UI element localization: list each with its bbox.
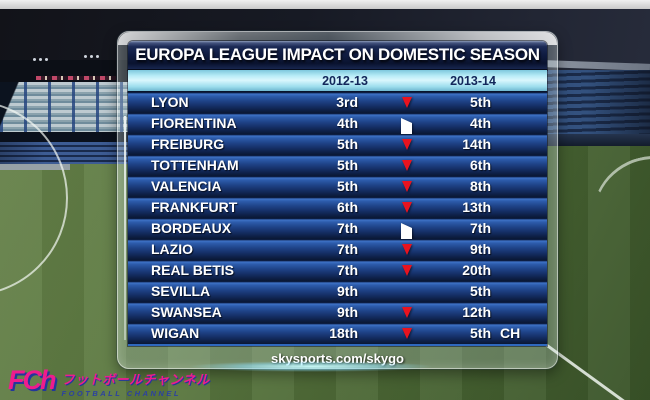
pos-note: CH (500, 325, 521, 341)
pos-2013-14: 6th (470, 157, 491, 173)
floodlight-dots (33, 58, 36, 61)
trend-down-icon (402, 265, 412, 297)
pos-2012-13: 4th (337, 115, 358, 131)
table-row: REAL BETIS 7th 20th (128, 260, 547, 281)
league-impact-table: EUROPA LEAGUE IMPACT ON DOMESTIC SEASON … (128, 41, 547, 372)
table-body: LYON 3rd 5th FIORENTINA 4th 4th FREIBURG… (128, 92, 547, 346)
table-row: VALENCIA 5th 8th (128, 176, 547, 197)
team-name: REAL BETIS (151, 262, 234, 278)
pos-2013-14: 7th (470, 220, 491, 236)
pos-2012-13: 9th (337, 283, 358, 299)
season-column-2012-13: 2012-13 (322, 74, 368, 88)
table-row: WIGAN 18th 5th CH (128, 323, 547, 344)
trend-down-icon (402, 328, 412, 360)
trend-down-icon (402, 307, 412, 339)
letterbox-strip (0, 0, 650, 9)
stadium-stand-right (544, 56, 650, 146)
table-row: SWANSEA 9th 12th (128, 302, 547, 323)
pos-2013-14: 8th (470, 178, 491, 194)
watermark-texts: フットボールチャンネル FOOTBALL CHANNEL (61, 365, 209, 398)
team-name: VALENCIA (151, 178, 222, 194)
team-name: SWANSEA (151, 304, 222, 320)
stand-seats (545, 70, 650, 134)
pos-2012-13: 5th (337, 178, 358, 194)
pos-2012-13: 18th (329, 325, 358, 341)
pos-2012-13: 3rd (336, 94, 358, 110)
table-row: LYON 3rd 5th (128, 92, 547, 113)
panel-title-bar: EUROPA LEAGUE IMPACT ON DOMESTIC SEASON (128, 41, 547, 70)
panel-title: EUROPA LEAGUE IMPACT ON DOMESTIC SEASON (135, 45, 540, 64)
trend-down-icon (402, 160, 412, 192)
team-name: SEVILLA (151, 283, 211, 299)
pos-2013-14: 20th (462, 262, 491, 278)
pos-2012-13: 7th (337, 262, 358, 278)
team-name: TOTTENHAM (151, 157, 239, 173)
trend-down-icon (402, 244, 412, 276)
pos-2013-14: 13th (462, 199, 491, 215)
floodlight-dots (84, 55, 87, 58)
trend-down-icon (402, 97, 412, 129)
table-row: BORDEAUX 7th 7th (128, 218, 547, 254)
team-name: LAZIO (151, 241, 193, 257)
pos-2013-14: 9th (470, 241, 491, 257)
pos-2013-14: 5th (470, 94, 491, 110)
table-row: FREIBURG 5th 14th (128, 134, 547, 155)
trend-same-icon (401, 223, 412, 254)
table-row: FRANKFURT 6th 13th (128, 197, 547, 218)
graphic-panel: EUROPA LEAGUE IMPACT ON DOMESTIC SEASON … (117, 31, 558, 372)
pos-2013-14: 12th (462, 304, 491, 320)
pos-2012-13: 7th (337, 241, 358, 257)
table-row: SEVILLA 9th 5th (128, 281, 547, 318)
pos-2013-14: 5th (470, 325, 491, 341)
pos-2012-13: 6th (337, 199, 358, 215)
team-name: FRANKFURT (151, 199, 238, 215)
pos-2013-14: 4th (470, 115, 491, 131)
pos-2013-14: 14th (462, 136, 491, 152)
team-name: WIGAN (151, 325, 200, 341)
trend-down-icon (402, 139, 412, 171)
table-row: FIORENTINA 4th 4th (128, 113, 547, 149)
football-channel-watermark: FCh フットボールチャンネル FOOTBALL CHANNEL (8, 365, 210, 398)
team-name: FREIBURG (151, 136, 225, 152)
pos-2013-14: 5th (470, 283, 491, 299)
team-name: BORDEAUX (151, 220, 232, 236)
stand-base (545, 134, 650, 146)
watermark-en-text: FOOTBALL CHANNEL (61, 389, 181, 398)
stadium-stand-left (0, 60, 128, 170)
pos-2012-13: 5th (337, 136, 358, 152)
goalpost-line (124, 116, 126, 340)
season-header-row: 2012-13 2013-14 (128, 70, 547, 92)
season-column-2013-14: 2013-14 (450, 74, 496, 88)
team-name: LYON (151, 94, 189, 110)
pos-2012-13: 5th (337, 157, 358, 173)
table-row: TOTTENHAM 5th 6th (128, 155, 547, 176)
roof-lights (36, 76, 116, 80)
pos-2012-13: 9th (337, 304, 358, 320)
table-row: LAZIO 7th 9th (128, 239, 547, 260)
trend-down-icon (402, 202, 412, 234)
watermark-jp-text: フットボールチャンネル (61, 372, 210, 387)
trend-down-icon (402, 181, 412, 213)
team-name: FIORENTINA (151, 115, 237, 131)
trend-same-icon (401, 118, 412, 149)
pos-2012-13: 7th (337, 220, 358, 236)
fch-logo: FCh (8, 365, 57, 395)
stand-walkway (0, 132, 128, 142)
